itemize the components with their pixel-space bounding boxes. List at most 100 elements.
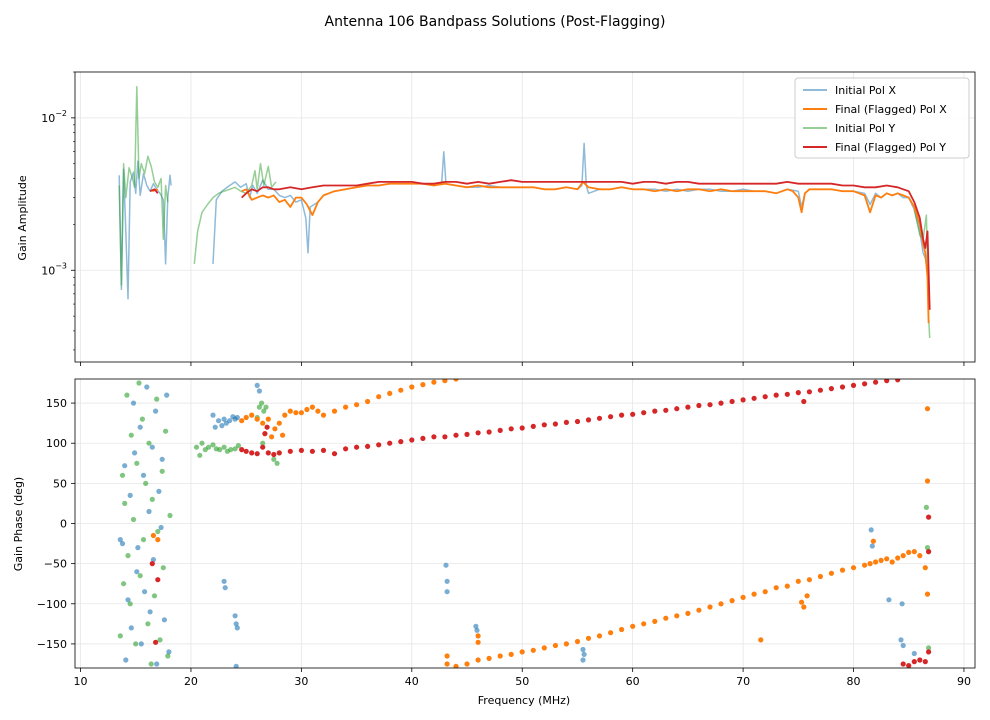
data-point xyxy=(900,642,906,649)
data-point xyxy=(125,597,131,603)
data-point xyxy=(464,431,470,437)
data-point xyxy=(210,412,216,418)
data-point xyxy=(123,657,129,663)
x-tick-label: 80 xyxy=(847,675,861,688)
data-point xyxy=(134,460,140,466)
data-point xyxy=(444,578,450,584)
data-point xyxy=(652,618,658,625)
data-point xyxy=(886,597,892,603)
data-point xyxy=(895,379,901,383)
data-point xyxy=(817,387,824,393)
data-point xyxy=(354,444,360,450)
data-point xyxy=(254,451,260,457)
data-point xyxy=(773,392,779,398)
data-point xyxy=(164,392,170,398)
data-point xyxy=(132,450,138,456)
data-point xyxy=(924,406,931,412)
data-point xyxy=(137,573,143,579)
legend-label-final-pol-y: Final (Flagged) Pol Y xyxy=(835,141,946,154)
data-point xyxy=(256,404,262,410)
x-tick-label: 70 xyxy=(736,675,750,688)
data-point xyxy=(911,659,917,665)
data-point xyxy=(563,641,570,647)
data-point xyxy=(119,541,126,547)
legend-label-initial-pol-y: Initial Pol Y xyxy=(835,122,895,135)
data-point xyxy=(906,549,912,556)
data-point xyxy=(146,440,152,446)
data-point xyxy=(271,451,277,458)
data-point xyxy=(867,561,873,567)
data-point xyxy=(239,447,245,453)
data-point xyxy=(117,537,123,543)
data-point xyxy=(156,488,162,494)
data-point xyxy=(926,645,932,651)
data-point xyxy=(233,621,239,627)
data-point xyxy=(150,557,156,563)
data-point xyxy=(911,549,917,555)
data-point xyxy=(249,412,255,418)
series-final-flagged-pol-x xyxy=(152,181,930,324)
data-point xyxy=(343,446,349,452)
data-point xyxy=(475,430,481,436)
data-point xyxy=(873,559,879,565)
data-point xyxy=(146,508,152,515)
data-point xyxy=(262,431,268,437)
data-point xyxy=(163,428,169,434)
data-point xyxy=(474,627,480,633)
y-tick-label: −50 xyxy=(44,558,67,571)
data-point xyxy=(619,412,625,418)
data-point xyxy=(376,394,382,400)
data-point xyxy=(166,649,172,655)
data-point xyxy=(900,553,906,559)
data-point xyxy=(444,653,450,659)
data-point xyxy=(272,426,278,432)
y-tick-label: 10−2 xyxy=(41,109,67,125)
data-point xyxy=(136,380,142,386)
data-point xyxy=(895,555,901,561)
data-point xyxy=(219,423,225,429)
y-tick-label: 0 xyxy=(60,518,67,531)
series-line-initial-pol-x xyxy=(212,142,930,278)
data-point xyxy=(140,472,147,478)
data-point xyxy=(122,500,128,506)
data-point xyxy=(127,492,133,498)
data-point xyxy=(144,384,150,390)
data-point xyxy=(232,613,238,619)
data-point xyxy=(145,621,151,627)
data-point xyxy=(265,416,271,422)
data-point xyxy=(696,402,702,409)
data-point xyxy=(287,448,293,454)
data-point xyxy=(464,661,470,667)
series-final-flagged-pol-y xyxy=(149,179,931,310)
x-tick-label: 30 xyxy=(294,675,308,688)
data-point xyxy=(729,598,735,604)
data-point xyxy=(122,463,128,469)
data-point xyxy=(259,400,265,406)
data-point xyxy=(239,418,245,424)
data-point xyxy=(889,559,895,565)
data-point xyxy=(828,570,835,576)
series-line-initial-pol-x xyxy=(118,160,172,300)
data-point xyxy=(608,414,614,420)
data-point xyxy=(261,408,267,414)
data-point xyxy=(762,589,768,595)
data-point xyxy=(924,478,931,484)
data-point xyxy=(707,604,713,610)
data-point xyxy=(309,404,315,410)
data-point xyxy=(154,661,160,667)
series-final-flagged-pol-y xyxy=(149,379,932,668)
data-point xyxy=(151,593,158,599)
data-point xyxy=(444,661,450,667)
data-point xyxy=(878,557,884,564)
data-point xyxy=(674,613,680,619)
data-point xyxy=(685,610,691,617)
data-point xyxy=(906,663,912,668)
data-point xyxy=(431,379,437,385)
data-point xyxy=(287,408,293,414)
data-point xyxy=(453,432,459,438)
data-point xyxy=(663,615,669,621)
x-tick-label: 40 xyxy=(405,675,419,688)
data-point xyxy=(150,532,156,539)
data-point xyxy=(315,408,321,414)
